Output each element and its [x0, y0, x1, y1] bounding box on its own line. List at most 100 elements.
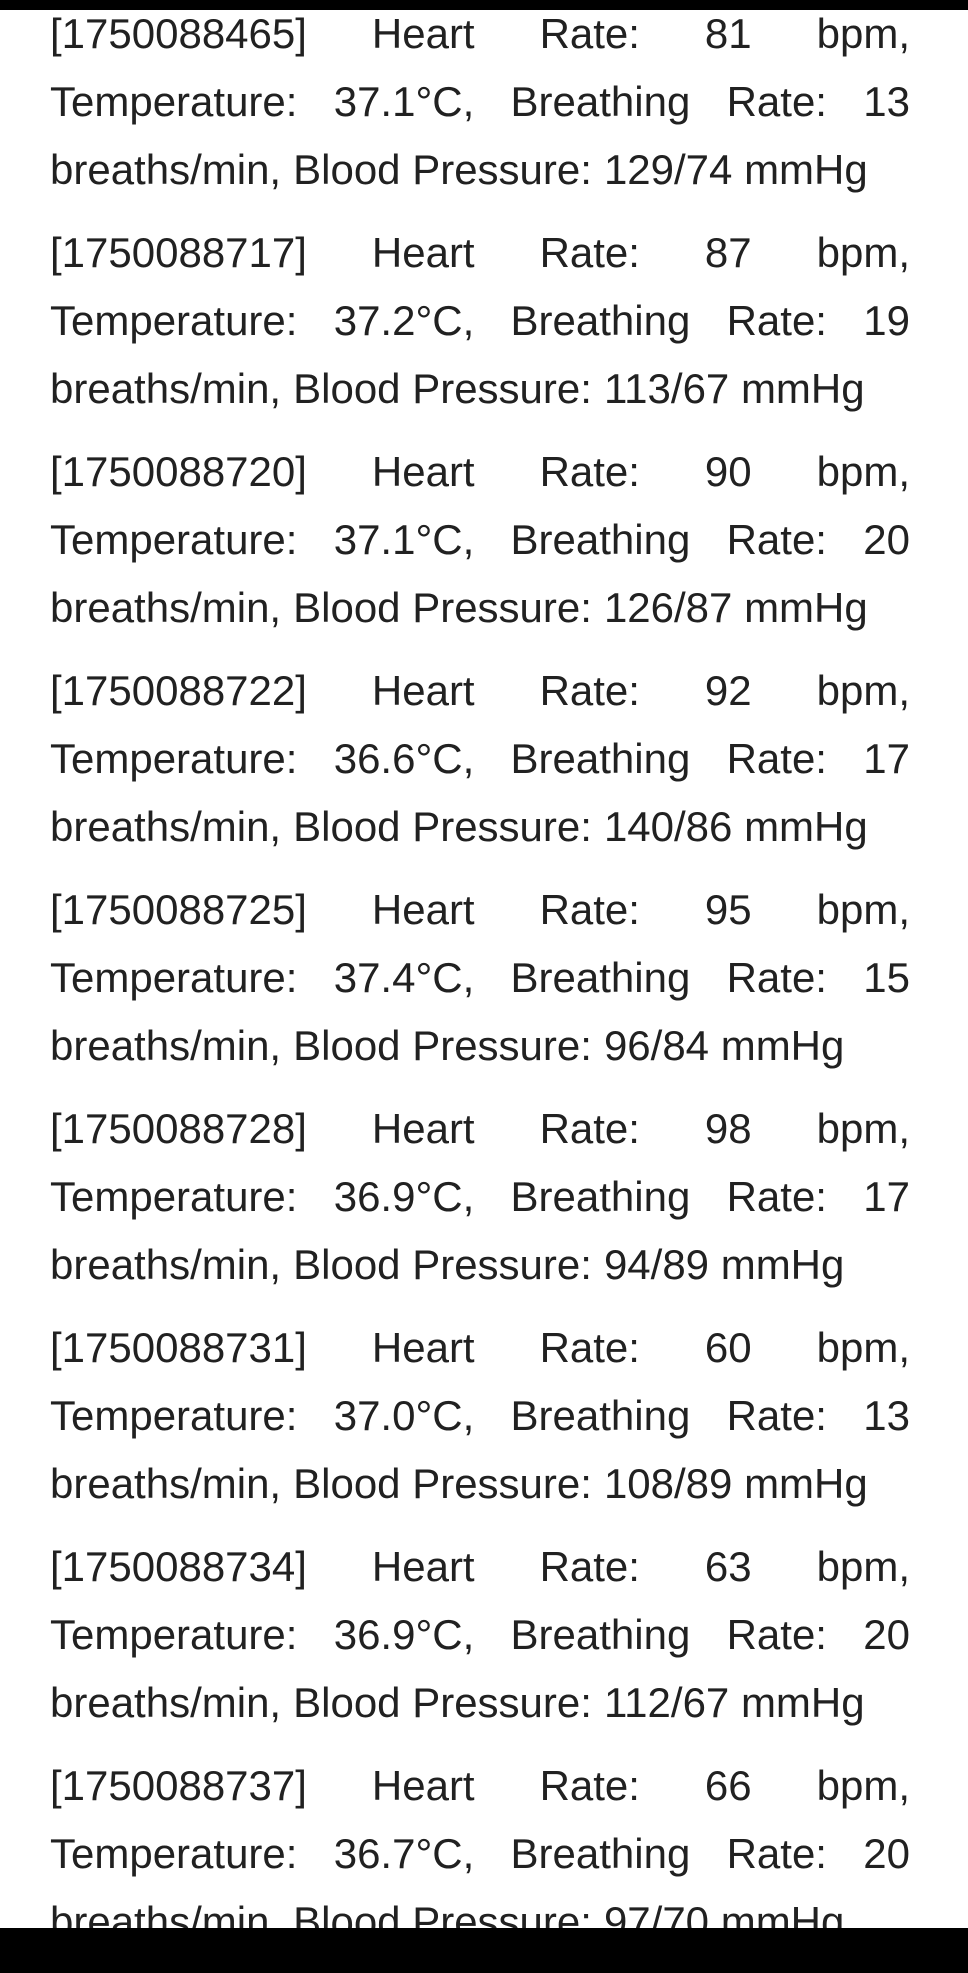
rate-label: Rate: — [539, 1324, 640, 1371]
heart-rate-unit: bpm, — [816, 10, 910, 57]
heart-rate-value: 66 — [704, 1762, 752, 1809]
heart-label: Heart — [371, 10, 475, 57]
breathing-rate-unit: breaths/min, — [50, 1022, 282, 1069]
breathing-label: Breathing — [510, 954, 691, 1001]
heart-rate-value: 87 — [704, 229, 752, 276]
temperature-label: Temperature: — [50, 1173, 298, 1220]
blood-pressure-label: Blood Pressure: — [293, 1460, 592, 1507]
temperature-value: 37.0°C, — [333, 1392, 475, 1439]
breathing-rate-value: 13 — [863, 1392, 910, 1439]
breathing-label: Breathing — [510, 1611, 691, 1658]
rate-label: Rate: — [726, 1392, 827, 1439]
heart-rate-unit: bpm, — [816, 667, 910, 714]
heart-label: Heart — [371, 448, 475, 495]
blood-pressure-label: Blood Pressure: — [293, 365, 592, 412]
temperature-label: Temperature: — [50, 735, 298, 782]
temperature-label: Temperature: — [50, 1392, 298, 1439]
heart-rate-unit: bpm, — [816, 1762, 910, 1809]
rate-label: Rate: — [539, 448, 640, 495]
blood-pressure-value: 140/86 mmHg — [603, 803, 868, 850]
rate-label: Rate: — [539, 1762, 640, 1809]
blood-pressure-label: Blood Pressure: — [293, 803, 592, 850]
heart-label: Heart — [371, 229, 475, 276]
temperature-value: 37.2°C, — [333, 297, 475, 344]
heart-rate-unit: bpm, — [816, 1543, 910, 1590]
temperature-value: 36.9°C, — [333, 1173, 475, 1220]
breathing-rate-unit: breaths/min, — [50, 365, 282, 412]
entry-timestamp: [1750088725] — [50, 886, 307, 933]
breathing-rate-unit: breaths/min, — [50, 1898, 282, 1928]
heart-label: Heart — [371, 1543, 475, 1590]
heart-rate-unit: bpm, — [816, 448, 910, 495]
breathing-label: Breathing — [510, 735, 691, 782]
heart-rate-unit: bpm, — [816, 1105, 910, 1152]
breathing-rate-unit: breaths/min, — [50, 803, 282, 850]
breathing-rate-unit: breaths/min, — [50, 146, 282, 193]
log-entry: [1750088725] Heart Rate: 95 bpm, Temperature… — [50, 876, 910, 1086]
log-entry: [1750088734] Heart Rate: 63 bpm, Temperature… — [50, 1533, 910, 1743]
vitals-log-list[interactable]: [1750088465] Heart Rate: 81 bpm, Temperature… — [50, 0, 910, 1928]
temperature-label: Temperature: — [50, 1830, 298, 1877]
blood-pressure-value: 97/70 mmHg — [603, 1898, 845, 1928]
rate-label: Rate: — [726, 735, 827, 782]
breathing-rate-unit: breaths/min, — [50, 1241, 282, 1288]
rate-label: Rate: — [726, 78, 827, 125]
entry-timestamp: [1750088717] — [50, 229, 307, 276]
blood-pressure-value: 108/89 mmHg — [603, 1460, 868, 1507]
temperature-value: 36.7°C, — [333, 1830, 475, 1877]
blood-pressure-value: 113/67 mmHg — [603, 365, 865, 412]
breathing-label: Breathing — [510, 297, 691, 344]
temperature-label: Temperature: — [50, 297, 298, 344]
heart-label: Heart — [371, 667, 475, 714]
breathing-rate-unit: breaths/min, — [50, 1460, 282, 1507]
breathing-rate-unit: breaths/min, — [50, 1679, 282, 1726]
entry-timestamp: [1750088720] — [50, 448, 307, 495]
blood-pressure-value: 129/74 mmHg — [603, 146, 868, 193]
temperature-value: 36.6°C, — [333, 735, 475, 782]
heart-rate-unit: bpm, — [816, 1324, 910, 1371]
log-entry: [1750088728] Heart Rate: 98 bpm, Temperature… — [50, 1095, 910, 1305]
heart-rate-value: 95 — [704, 886, 752, 933]
status-bar — [0, 0, 968, 10]
breathing-label: Breathing — [510, 78, 691, 125]
heart-rate-value: 63 — [704, 1543, 752, 1590]
entry-timestamp: [1750088728] — [50, 1105, 307, 1152]
heart-label: Heart — [371, 1324, 475, 1371]
breathing-label: Breathing — [510, 1173, 691, 1220]
blood-pressure-value: 96/84 mmHg — [603, 1022, 845, 1069]
breathing-rate-value: 15 — [863, 954, 910, 1001]
temperature-value: 37.4°C, — [333, 954, 475, 1001]
rate-label: Rate: — [726, 1611, 827, 1658]
breathing-rate-value: 20 — [863, 1830, 910, 1877]
heart-rate-value: 90 — [704, 448, 752, 495]
blood-pressure-value: 112/67 mmHg — [603, 1679, 865, 1726]
rate-label: Rate: — [539, 886, 640, 933]
blood-pressure-label: Blood Pressure: — [293, 1241, 592, 1288]
temperature-value: 37.1°C, — [333, 516, 475, 563]
blood-pressure-value: 94/89 mmHg — [603, 1241, 845, 1288]
temperature-value: 36.9°C, — [333, 1611, 475, 1658]
rate-label: Rate: — [539, 229, 640, 276]
breathing-rate-value: 13 — [863, 78, 910, 125]
heart-label: Heart — [371, 1762, 475, 1809]
temperature-label: Temperature: — [50, 1611, 298, 1658]
blood-pressure-value: 126/87 mmHg — [603, 584, 868, 631]
temperature-label: Temperature: — [50, 78, 298, 125]
breathing-rate-value: 17 — [863, 1173, 910, 1220]
blood-pressure-label: Blood Pressure: — [293, 1679, 592, 1726]
entry-timestamp: [1750088731] — [50, 1324, 307, 1371]
heart-rate-value: 60 — [704, 1324, 752, 1371]
entry-timestamp: [1750088722] — [50, 667, 307, 714]
rate-label: Rate: — [539, 1543, 640, 1590]
entry-timestamp: [1750088737] — [50, 1762, 307, 1809]
breathing-rate-value: 20 — [863, 1611, 910, 1658]
rate-label: Rate: — [539, 1105, 640, 1152]
breathing-label: Breathing — [510, 516, 691, 563]
heart-label: Heart — [371, 886, 475, 933]
blood-pressure-label: Blood Pressure: — [293, 1022, 592, 1069]
temperature-label: Temperature: — [50, 954, 298, 1001]
rate-label: Rate: — [726, 954, 827, 1001]
rate-label: Rate: — [726, 1173, 827, 1220]
navigation-bar — [0, 1928, 968, 1973]
log-entry: [1750088737] Heart Rate: 66 bpm, Temperature… — [50, 1752, 910, 1928]
